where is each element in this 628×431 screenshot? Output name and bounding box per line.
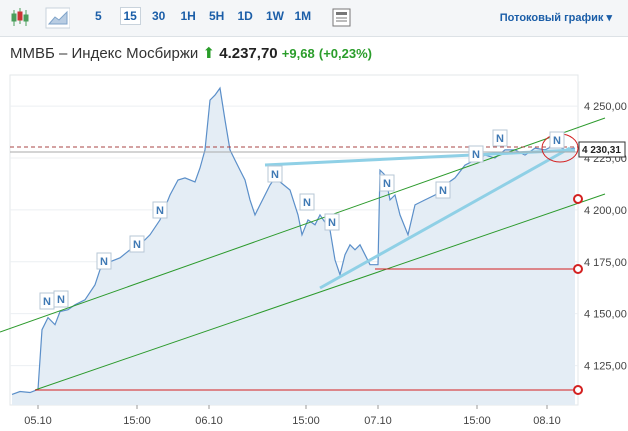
news-marker: N (100, 256, 108, 268)
x-tick-label: 05.10 (24, 415, 52, 427)
up-arrow: ⬆ (202, 45, 216, 62)
last-price-box (578, 141, 626, 158)
news-marker-box (267, 165, 283, 183)
interval-button[interactable]: 1W (266, 9, 284, 23)
instrument-header: ММВБ – Индекс Мосбиржи ⬆ 4.237,70 +9,68 … (10, 44, 372, 62)
stream-link-text[interactable]: Потоковый график (499, 12, 604, 24)
line-handle (573, 264, 583, 274)
news-marker-box (53, 290, 69, 308)
interval-button[interactable]: 5 (95, 9, 102, 23)
news-marker: N (57, 294, 65, 306)
news-marker: N (133, 239, 141, 251)
change-pct: (+0,23%) (318, 46, 372, 61)
news-marker: N (156, 205, 164, 217)
news-marker: N (271, 169, 279, 181)
news-marker-box (379, 174, 395, 192)
interval-button[interactable]: 1D (237, 9, 253, 23)
y-tick-label: 4 150,00 (584, 309, 627, 321)
news-marker-box (468, 145, 484, 163)
y-tick-label: 4 125,00 (584, 361, 627, 373)
chart-title: ММВБ – Индекс Мосбиржи (10, 45, 199, 62)
blue-line (319, 146, 571, 290)
news-marker-box (299, 193, 315, 211)
settings-icon[interactable] (330, 6, 354, 30)
interval-button[interactable]: 30 (152, 9, 166, 23)
change: +9,68 (281, 46, 315, 61)
interval-button[interactable]: 1H (180, 9, 196, 23)
news-marker: N (328, 217, 336, 229)
y-tick-label: 4 175,00 (584, 257, 627, 269)
news-marker: N (472, 149, 480, 161)
x-tick-label: 06.10 (195, 415, 223, 427)
stream-link[interactable]: Потоковый график ▾ (499, 12, 612, 24)
y-tick-label: 4 200,00 (584, 205, 627, 217)
toolbar: 5 15 30 1H 5H 1D 1W 1M Потоковый график ▾ (0, 0, 628, 37)
x-tick-label: 15:00 (292, 415, 320, 427)
interval-button[interactable]: 1M (294, 9, 312, 23)
line-handle (573, 385, 583, 395)
news-marker: N (439, 185, 447, 197)
last-price: 4.237,70 (219, 45, 278, 62)
news-marker-box (492, 129, 508, 147)
area-fill (12, 88, 575, 405)
news-marker-box (324, 213, 340, 231)
news-marker: N (553, 135, 561, 147)
chart-type-icons (11, 7, 70, 29)
news-marker-box (152, 201, 168, 219)
y-tick-label: 4 250,00 (584, 101, 627, 113)
x-tick-label: 07.10 (364, 415, 392, 427)
news-marker: N (383, 178, 391, 190)
news-marker-box (435, 181, 451, 199)
news-marker-box (549, 131, 565, 149)
interval-button[interactable]: 5H (209, 9, 225, 23)
news-marker-box (96, 252, 112, 270)
x-tick-label: 08.10 (533, 415, 561, 427)
interval-button[interactable]: 15 (119, 7, 141, 25)
line-handle (573, 194, 583, 204)
news-marker-box (129, 235, 145, 253)
x-tick-label: 15:00 (463, 415, 491, 427)
news-marker: N (496, 133, 504, 145)
x-tick-label: 15:00 (123, 415, 151, 427)
news-marker: N (43, 296, 51, 308)
news-marker: N (303, 197, 311, 209)
last-price-label: 4 230,31 (582, 145, 621, 156)
trend-line (34, 193, 606, 391)
